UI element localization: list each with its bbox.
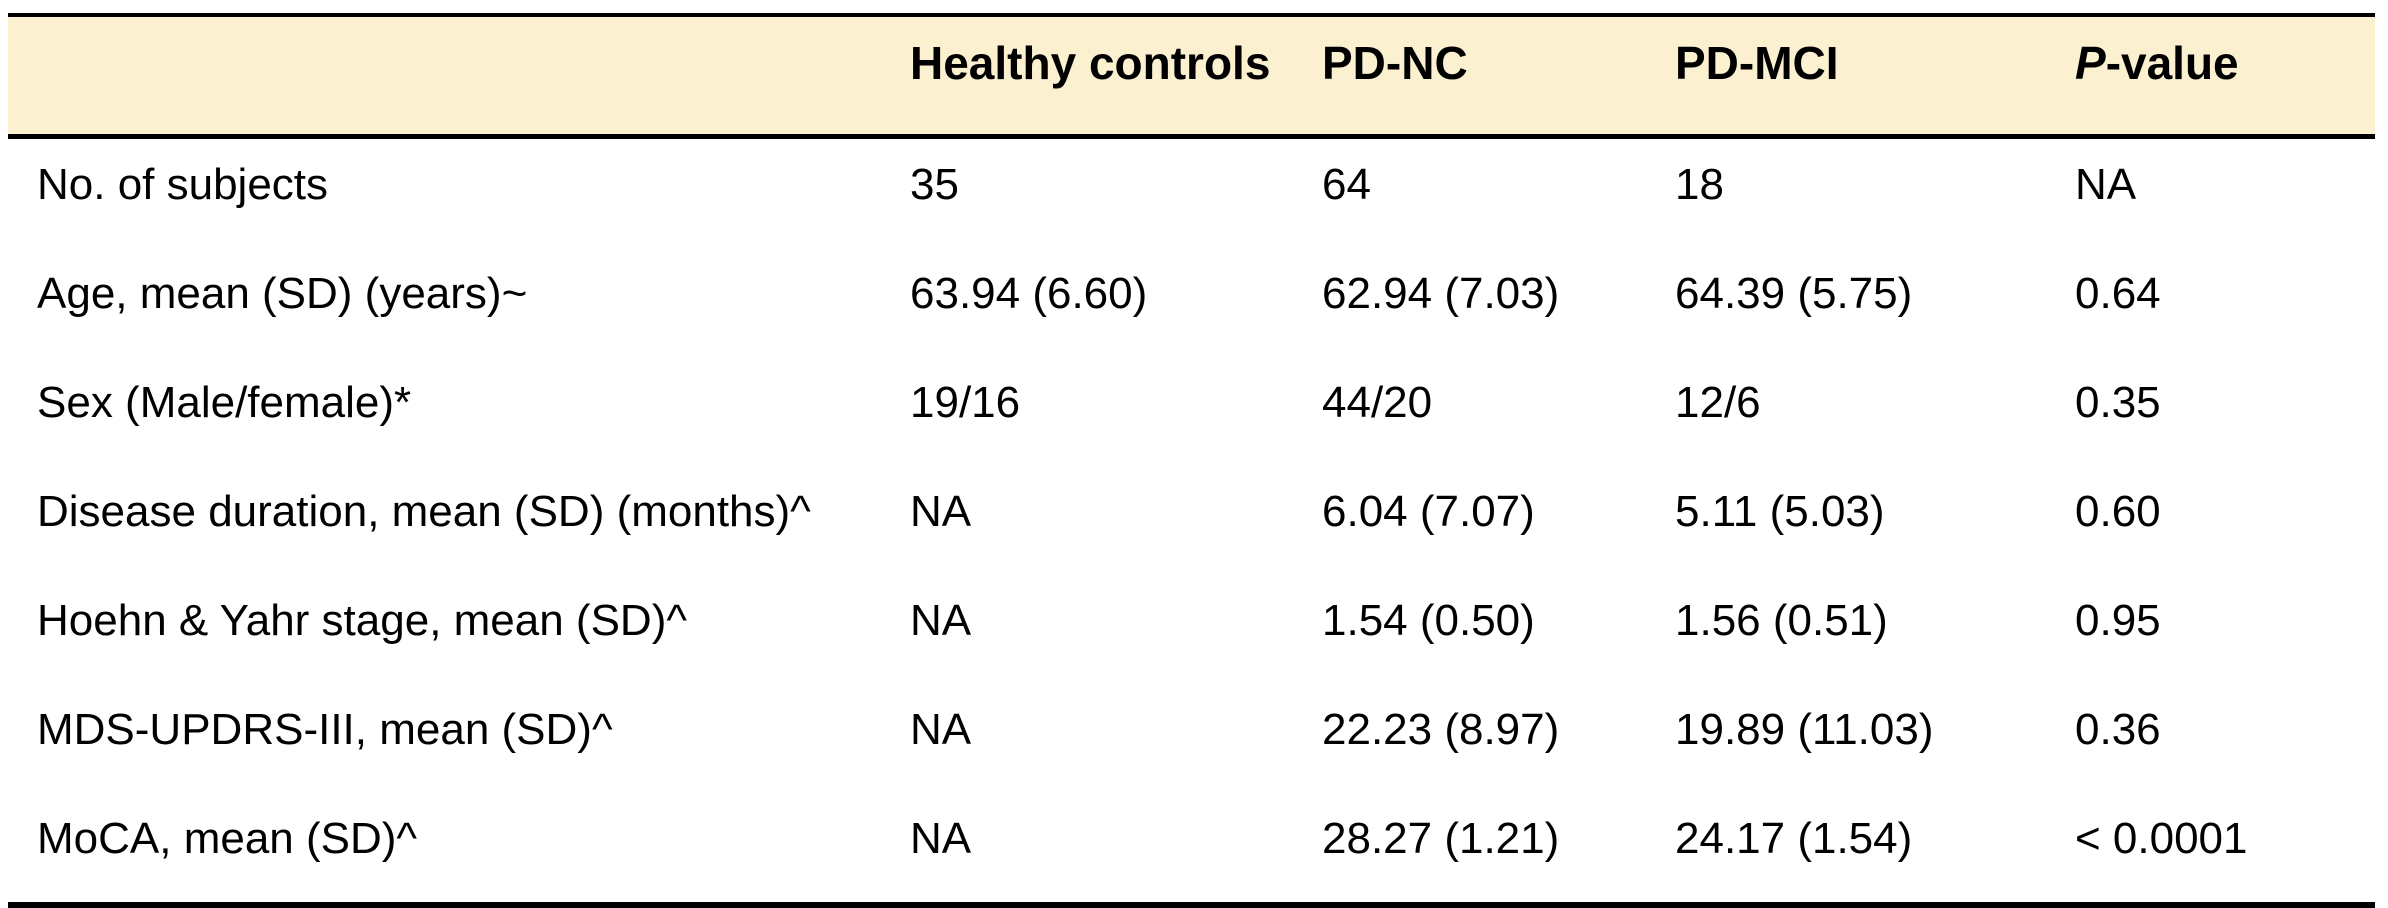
row-value: 5.11 (5.03) bbox=[1675, 486, 1885, 536]
table-row: MDS-UPDRS-III, mean (SD)^ NA 22.23 (8.97… bbox=[8, 684, 2375, 793]
row-value: 6.04 (7.07) bbox=[1322, 486, 1535, 536]
header-row: Healthy controls PD-NC PD-MCI P-value bbox=[8, 15, 2375, 139]
row-label: MoCA, mean (SD)^ bbox=[37, 813, 418, 863]
table-row: Age, mean (SD) (years)~ 63.94 (6.60) 62.… bbox=[8, 248, 2375, 357]
row-value: NA bbox=[910, 595, 972, 645]
row-value: 0.36 bbox=[2075, 704, 2161, 754]
row-value: 0.35 bbox=[2075, 377, 2161, 427]
header-cell-p-value: P-value bbox=[2075, 15, 2375, 139]
row-value: 12/6 bbox=[1675, 377, 1761, 427]
row-value: NA bbox=[910, 813, 972, 863]
table-row: Hoehn & Yahr stage, mean (SD)^ NA 1.54 (… bbox=[8, 575, 2375, 684]
header-cell-healthy-controls: Healthy controls bbox=[910, 15, 1322, 139]
row-value: 35 bbox=[910, 159, 959, 209]
participant-characteristics-table: Healthy controls PD-NC PD-MCI P-value No… bbox=[8, 13, 2375, 908]
p-value-rest: -value bbox=[2105, 36, 2239, 89]
table-row: Sex (Male/female)* 19/16 44/20 12/6 0.35 bbox=[8, 357, 2375, 466]
row-value: NA bbox=[910, 486, 972, 536]
row-value: 0.95 bbox=[2075, 595, 2161, 645]
table-header: Healthy controls PD-NC PD-MCI P-value bbox=[8, 15, 2375, 139]
row-value: 44/20 bbox=[1322, 377, 1433, 427]
table-row: MoCA, mean (SD)^ NA 28.27 (1.21) 24.17 (… bbox=[8, 793, 2375, 905]
header-cell-pd-mci: PD-MCI bbox=[1675, 15, 2075, 139]
row-value: 19.89 (11.03) bbox=[1675, 704, 1934, 754]
p-value-italic-p: P bbox=[2075, 36, 2106, 89]
row-value: 19/16 bbox=[910, 377, 1021, 427]
row-value: 24.17 (1.54) bbox=[1675, 813, 1913, 863]
row-value: 0.64 bbox=[2075, 268, 2161, 318]
row-value: NA bbox=[910, 704, 972, 754]
header-cell-pd-nc: PD-NC bbox=[1322, 15, 1675, 139]
row-value: 18 bbox=[1675, 159, 1724, 209]
row-label: MDS-UPDRS-III, mean (SD)^ bbox=[37, 704, 613, 754]
header-cell-empty bbox=[8, 15, 910, 139]
table-row: No. of subjects 35 64 18 NA bbox=[8, 137, 2375, 249]
row-value: 64 bbox=[1322, 159, 1371, 209]
row-value: 0.60 bbox=[2075, 486, 2161, 536]
row-value: 64.39 (5.75) bbox=[1675, 268, 1913, 318]
row-value: 62.94 (7.03) bbox=[1322, 268, 1560, 318]
row-value: NA bbox=[2075, 159, 2137, 209]
row-label: Disease duration, mean (SD) (months)^ bbox=[37, 486, 811, 536]
row-label: Age, mean (SD) (years)~ bbox=[37, 268, 528, 318]
table-row: Disease duration, mean (SD) (months)^ NA… bbox=[8, 466, 2375, 575]
row-label: Sex (Male/female)* bbox=[37, 377, 412, 427]
row-label: Hoehn & Yahr stage, mean (SD)^ bbox=[37, 595, 688, 645]
row-value: 28.27 (1.21) bbox=[1322, 813, 1560, 863]
row-value: < 0.0001 bbox=[2075, 813, 2248, 863]
row-value: 1.54 (0.50) bbox=[1322, 595, 1535, 645]
paper-page: Healthy controls PD-NC PD-MCI P-value No… bbox=[8, 13, 2375, 908]
row-value: 1.56 (0.51) bbox=[1675, 595, 1888, 645]
row-label: No. of subjects bbox=[37, 159, 329, 209]
row-value: 63.94 (6.60) bbox=[910, 268, 1148, 318]
table-body: No. of subjects 35 64 18 NA Age, mean (S… bbox=[8, 137, 2375, 906]
row-value: 22.23 (8.97) bbox=[1322, 704, 1560, 754]
